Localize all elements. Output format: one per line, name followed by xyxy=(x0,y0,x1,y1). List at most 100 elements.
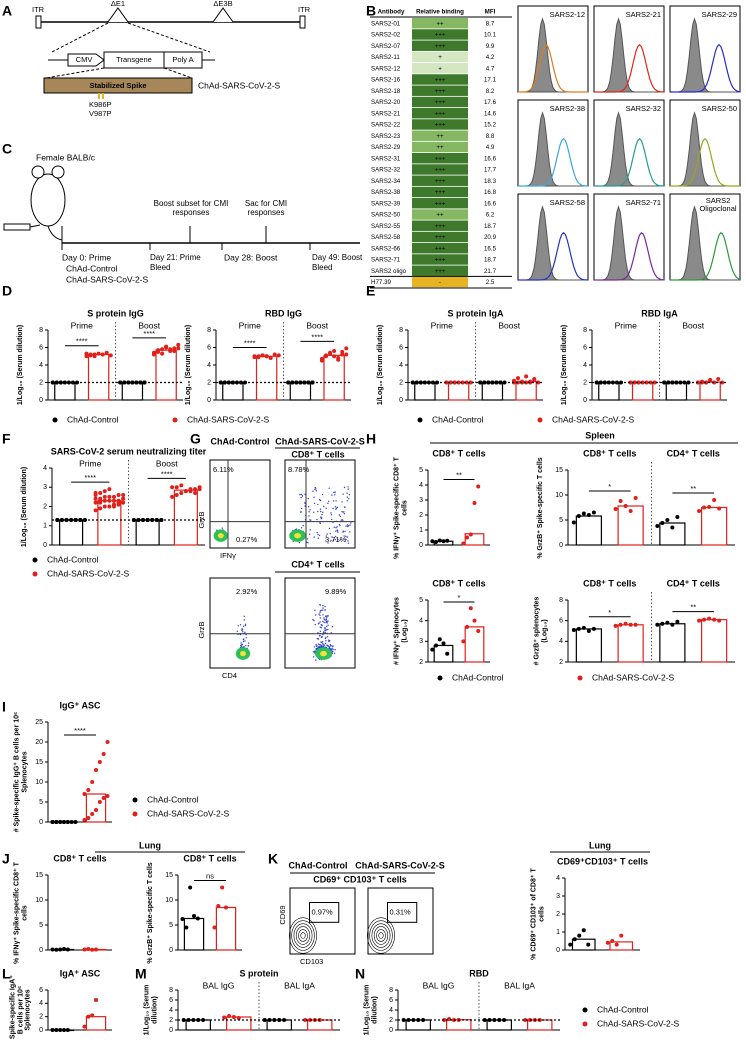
gate-value: 9.89% xyxy=(325,587,347,596)
flow-event xyxy=(327,615,329,617)
table-cell: ++ xyxy=(436,20,444,27)
data-point xyxy=(717,506,722,511)
flow-event xyxy=(304,502,306,504)
section-label: Boost xyxy=(138,320,160,330)
data-point xyxy=(344,352,349,357)
flow-event xyxy=(324,631,326,634)
data-point xyxy=(536,380,541,385)
data-point xyxy=(160,347,165,352)
flow-event xyxy=(312,656,315,658)
bar xyxy=(447,381,470,401)
flow-event xyxy=(350,522,352,524)
data-point xyxy=(628,509,633,513)
data-point xyxy=(50,820,55,824)
antibody-histogram xyxy=(670,43,741,93)
section-label: CD4⁺ T cells xyxy=(667,448,720,458)
data-point xyxy=(100,352,105,357)
flow-event xyxy=(343,513,345,515)
flow-event xyxy=(322,607,324,609)
y-axis-label: # IFNγ⁺ Splenocytes (Log₁₀) xyxy=(393,597,408,665)
flow-event xyxy=(332,500,335,502)
histogram-label: SARS2 Oligoclonal xyxy=(699,196,737,214)
data-point xyxy=(222,1015,227,1020)
data-point xyxy=(102,489,107,494)
flow-event xyxy=(323,643,325,645)
flow-event xyxy=(348,498,350,500)
data-point xyxy=(340,349,345,354)
chart-title: CD8⁺ T cells xyxy=(432,578,485,588)
day-label: Day 49: Boost Bleed xyxy=(312,253,363,272)
data-point xyxy=(90,1013,95,1018)
binding-cell xyxy=(412,130,468,141)
y-tick-label: 5 xyxy=(419,467,423,474)
data-point xyxy=(188,885,193,890)
y-tick-label: 5 xyxy=(559,517,563,524)
contour xyxy=(298,929,308,942)
binding-cell xyxy=(412,276,468,288)
legend-label: ChAd-SARS-CoV-2-S xyxy=(597,1018,680,1028)
y-tick-label: 2 xyxy=(419,659,423,666)
contour xyxy=(371,923,391,948)
table-cell: +++ xyxy=(435,88,446,95)
table-cell: +++ xyxy=(435,268,446,275)
flow-event xyxy=(317,638,319,640)
y-tick-label: 10 xyxy=(35,779,43,786)
binding-cell xyxy=(412,18,468,29)
data-point xyxy=(65,1028,70,1032)
table-cell: ++ xyxy=(436,144,444,151)
y-tick-label: 8 xyxy=(169,987,173,994)
day-label: Day 21: Prime Bleed xyxy=(150,253,201,272)
data-point xyxy=(136,517,141,522)
data-point xyxy=(502,1018,507,1022)
binding-cell xyxy=(412,198,468,209)
flow-event xyxy=(333,652,336,654)
flow-event xyxy=(241,645,243,647)
data-point xyxy=(576,626,581,631)
data-point xyxy=(655,524,660,528)
data-point xyxy=(102,494,107,499)
data-point xyxy=(476,629,481,633)
significance-label: **** xyxy=(143,329,155,338)
significance-label: ** xyxy=(690,484,696,493)
table-header: Relative binding xyxy=(416,9,464,16)
significance-label: **** xyxy=(244,338,256,347)
flow-event xyxy=(315,614,317,616)
y-tick-label: 15 xyxy=(35,759,43,766)
chart-title: CD8⁺ T cells xyxy=(432,448,485,458)
table-cell: 4.2 xyxy=(486,54,495,61)
data-point xyxy=(276,353,281,358)
table-cell: + xyxy=(438,65,442,72)
table-cell: +++ xyxy=(435,77,446,84)
y-tick-label: 2 xyxy=(39,379,43,386)
y-tick-label: 5 xyxy=(39,922,43,929)
table-cell: 16.5 xyxy=(484,245,497,252)
flow-event xyxy=(326,620,328,623)
table-cell: SARS2-55 xyxy=(371,223,401,230)
flow-event xyxy=(317,632,319,634)
data-point xyxy=(256,355,261,360)
binding-cell xyxy=(412,119,468,130)
table-cell: 21.7 xyxy=(484,268,497,275)
legend-marker xyxy=(437,675,443,681)
data-point xyxy=(675,515,680,519)
y-axis-label: % IFNγ⁺ Spike-specific CD8⁺ T cells xyxy=(13,861,28,964)
flow-event xyxy=(330,514,333,516)
table-cell: SARS2-12 xyxy=(371,65,401,72)
table-cell: 9.9 xyxy=(486,43,495,50)
flow-event xyxy=(244,623,247,625)
flow-event xyxy=(347,542,350,544)
data-point xyxy=(697,509,702,513)
legend-marker xyxy=(132,811,138,817)
data-point xyxy=(444,380,449,385)
flow-event xyxy=(313,646,315,648)
table-cell: 16.8 xyxy=(484,189,497,196)
bar xyxy=(135,519,160,546)
table-cell: 18.3 xyxy=(484,178,497,185)
chart-title: IgG⁺ ASC xyxy=(60,700,101,710)
significance-label: ** xyxy=(690,603,696,612)
deletion-label: ΔE1 xyxy=(111,0,125,8)
data-point xyxy=(191,1018,196,1022)
data-point xyxy=(665,518,670,522)
flow-event xyxy=(237,625,239,627)
binding-cell xyxy=(412,243,468,254)
